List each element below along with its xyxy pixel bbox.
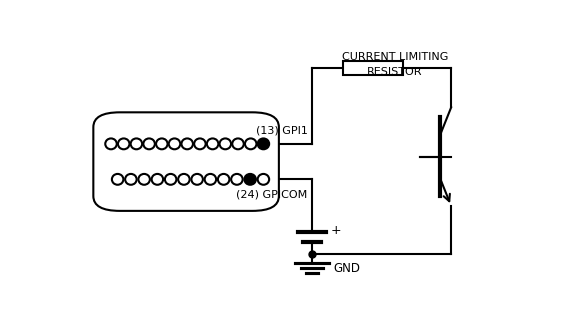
Ellipse shape (112, 174, 123, 185)
Ellipse shape (156, 139, 168, 149)
Bar (343, 61, 402, 75)
Text: (13) GPI1: (13) GPI1 (256, 125, 308, 135)
Ellipse shape (105, 139, 117, 149)
Text: +: + (331, 224, 341, 237)
Ellipse shape (139, 174, 150, 185)
Text: (24) GPICOM: (24) GPICOM (237, 189, 308, 199)
Ellipse shape (131, 139, 142, 149)
Ellipse shape (194, 139, 206, 149)
Ellipse shape (218, 174, 229, 185)
Ellipse shape (207, 139, 218, 149)
Ellipse shape (152, 174, 163, 185)
Text: GND: GND (333, 261, 360, 275)
Ellipse shape (125, 174, 137, 185)
Ellipse shape (205, 174, 216, 185)
Ellipse shape (192, 174, 203, 185)
Ellipse shape (169, 139, 180, 149)
Ellipse shape (245, 139, 256, 149)
Ellipse shape (258, 139, 269, 149)
Ellipse shape (258, 174, 269, 185)
Ellipse shape (118, 139, 129, 149)
Ellipse shape (231, 174, 243, 185)
Text: CURRENT LIMITING: CURRENT LIMITING (341, 52, 448, 62)
Ellipse shape (144, 139, 155, 149)
Ellipse shape (181, 139, 193, 149)
Ellipse shape (178, 174, 190, 185)
Ellipse shape (165, 174, 176, 185)
FancyBboxPatch shape (93, 112, 279, 211)
Text: RESISTOR: RESISTOR (367, 67, 422, 77)
Ellipse shape (219, 139, 231, 149)
Ellipse shape (232, 139, 244, 149)
Ellipse shape (245, 174, 256, 185)
